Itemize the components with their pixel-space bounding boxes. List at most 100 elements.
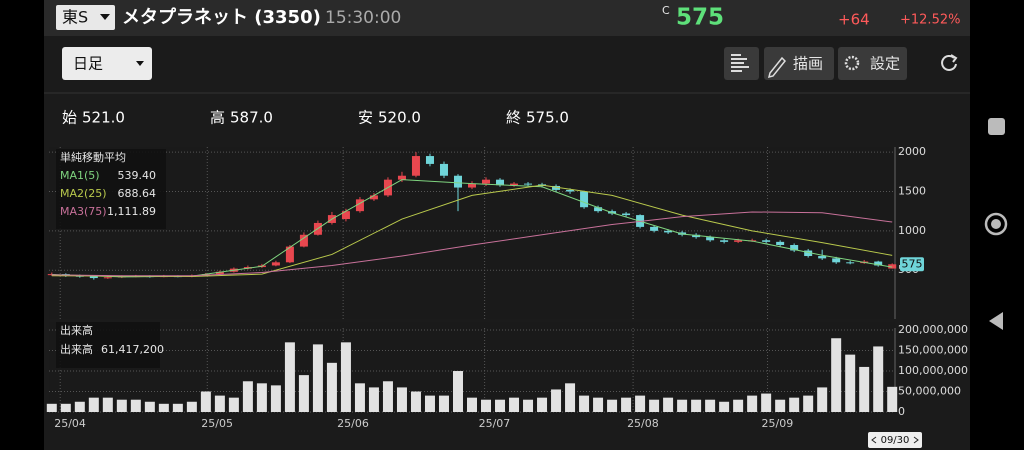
ohlc-label: 始 [62, 109, 77, 127]
header-bar [44, 0, 970, 36]
dropdown-arrow [100, 14, 110, 20]
settings-button[interactable] [838, 47, 907, 80]
tooltip-arrows [871, 436, 919, 444]
x-tick-label: 25/09 [762, 417, 794, 430]
candle-body [790, 245, 799, 251]
market: 東S [62, 8, 88, 27]
volume-bar [495, 399, 506, 412]
nav-home[interactable] [984, 212, 1008, 236]
nav-home-dot [991, 219, 1001, 229]
candle-body [804, 250, 813, 257]
market-select[interactable] [56, 5, 115, 30]
volume-bar [887, 386, 898, 412]
candle-body [566, 189, 575, 192]
candle-body [762, 240, 771, 242]
candle-body [397, 175, 406, 180]
ma-legend-box [56, 149, 166, 229]
candle-body [664, 230, 673, 233]
volume-bar [424, 395, 435, 412]
volume-bar [116, 399, 127, 412]
volume-bar [326, 362, 337, 412]
candle-body [355, 199, 364, 212]
refresh-arrow [950, 54, 958, 63]
ohlc-label: 安 [358, 109, 373, 127]
candle-body [832, 258, 841, 263]
candle-body [524, 183, 533, 185]
volume-bar [831, 338, 842, 412]
change: +64 [838, 11, 870, 29]
ohlc-label: 終 [506, 109, 521, 127]
volume-bar [859, 366, 870, 412]
candle-body [706, 237, 715, 241]
volume-bar [438, 395, 449, 412]
nav-back[interactable] [989, 312, 1003, 330]
volume-bar [607, 399, 618, 412]
candle-body [271, 262, 280, 266]
candle-body [622, 213, 631, 216]
draw-button[interactable] [764, 47, 834, 80]
candle-body [818, 256, 827, 259]
y-tick-label: 50,000,000 [898, 385, 961, 398]
nav-recent[interactable] [988, 118, 1005, 135]
volume-bar [845, 354, 856, 412]
volume-bar [537, 397, 548, 412]
y-tick-label: 200,000,000 [898, 323, 968, 336]
volume-bar [481, 399, 492, 412]
price: 575 [676, 5, 724, 31]
volume-bar [663, 397, 674, 412]
refresh-icon[interactable] [941, 55, 957, 71]
candle-body [510, 183, 519, 186]
volume-bar [368, 387, 379, 412]
volume-bar [677, 399, 688, 412]
candle-body [692, 234, 701, 238]
ohlc-value: 521.0 [82, 109, 125, 127]
volume-bar [803, 395, 814, 412]
ma-legend-title: 単純移動平均 [60, 150, 126, 164]
candle-body [888, 264, 897, 269]
settings-label: 設定 [870, 55, 900, 73]
volume-bar [523, 399, 534, 412]
volume-bar [60, 403, 71, 412]
gear-icon [844, 55, 860, 71]
candle-body [89, 276, 98, 279]
draw-label: 描画 [793, 55, 823, 73]
volume-bar [873, 346, 884, 412]
volume-bar [747, 395, 758, 412]
ma-legend-name: MA1(5) [60, 169, 100, 182]
x-tick-label: 25/07 [479, 417, 511, 430]
y-tick-label: 1500 [898, 184, 926, 197]
volume-bar [270, 385, 281, 412]
volume-bar [214, 395, 225, 412]
candle-body [482, 179, 491, 184]
ohlc-value: 587.0 [230, 109, 273, 127]
candle-body [552, 185, 561, 190]
volume-bar [312, 344, 323, 412]
x-tick-label: 25/06 [337, 417, 369, 430]
candle-body [846, 262, 855, 264]
volume-bar [761, 393, 772, 412]
volume-bar [817, 387, 828, 412]
volume-bar [382, 381, 393, 412]
x-tick-label: 25/08 [627, 417, 659, 430]
volume-bar [467, 397, 477, 412]
volume-bar [410, 391, 421, 412]
candle-body [439, 163, 448, 176]
period-select[interactable] [62, 47, 152, 80]
stock-name: メタプラネット (3350) [122, 6, 321, 28]
date-tooltip[interactable] [868, 432, 922, 448]
volume-bar [200, 391, 211, 412]
y-tick-label: 1000 [898, 224, 926, 237]
ma-legend-value: 539.40 [118, 169, 157, 182]
candle-body [594, 207, 603, 212]
candle-body [215, 271, 224, 275]
volume-bar [565, 383, 576, 412]
volume-bar [130, 399, 141, 412]
volume-bar [649, 399, 660, 412]
dropdown-arrow [136, 61, 144, 66]
volume-bar [144, 401, 155, 412]
ohlc-value: 575.0 [526, 109, 569, 127]
price-flag: C [662, 4, 670, 17]
volume-legend-value: 61,417,200 [101, 343, 164, 356]
ohlc-value: 520.0 [378, 109, 421, 127]
